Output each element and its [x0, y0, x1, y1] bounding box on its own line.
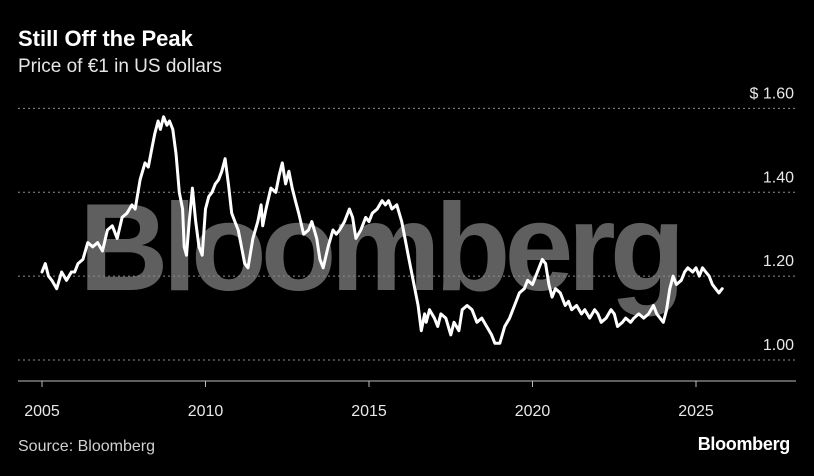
x-tick-label: 2005 [24, 403, 60, 420]
y-tick-label: 1.40 [763, 169, 794, 186]
x-axis-labels: 2005 2010 2015 2020 2025 [24, 403, 714, 420]
brand-logo: Bloomberg [697, 434, 791, 454]
y-axis-labels: 1.00 1.20 1.40 $ 1.60 [750, 85, 795, 354]
chart-title: Still Off the Peak [18, 26, 193, 51]
x-tick-label: 2015 [351, 403, 387, 420]
series-line [40, 115, 724, 345]
series-group [40, 115, 724, 345]
axes [18, 380, 796, 387]
x-tick-label: 2010 [188, 403, 224, 420]
x-tick-label: 2020 [515, 403, 551, 420]
source-note: Source: Bloomberg [18, 438, 155, 455]
y-tick-label: $ 1.60 [750, 85, 795, 102]
x-tick-label: 2025 [678, 403, 714, 420]
y-tick-label: 1.00 [763, 337, 794, 354]
y-tick-label: 1.20 [763, 253, 794, 270]
bloomberg-watermark: Bloomberg [79, 179, 679, 317]
chart-subtitle: Price of €1 in US dollars [18, 56, 222, 77]
